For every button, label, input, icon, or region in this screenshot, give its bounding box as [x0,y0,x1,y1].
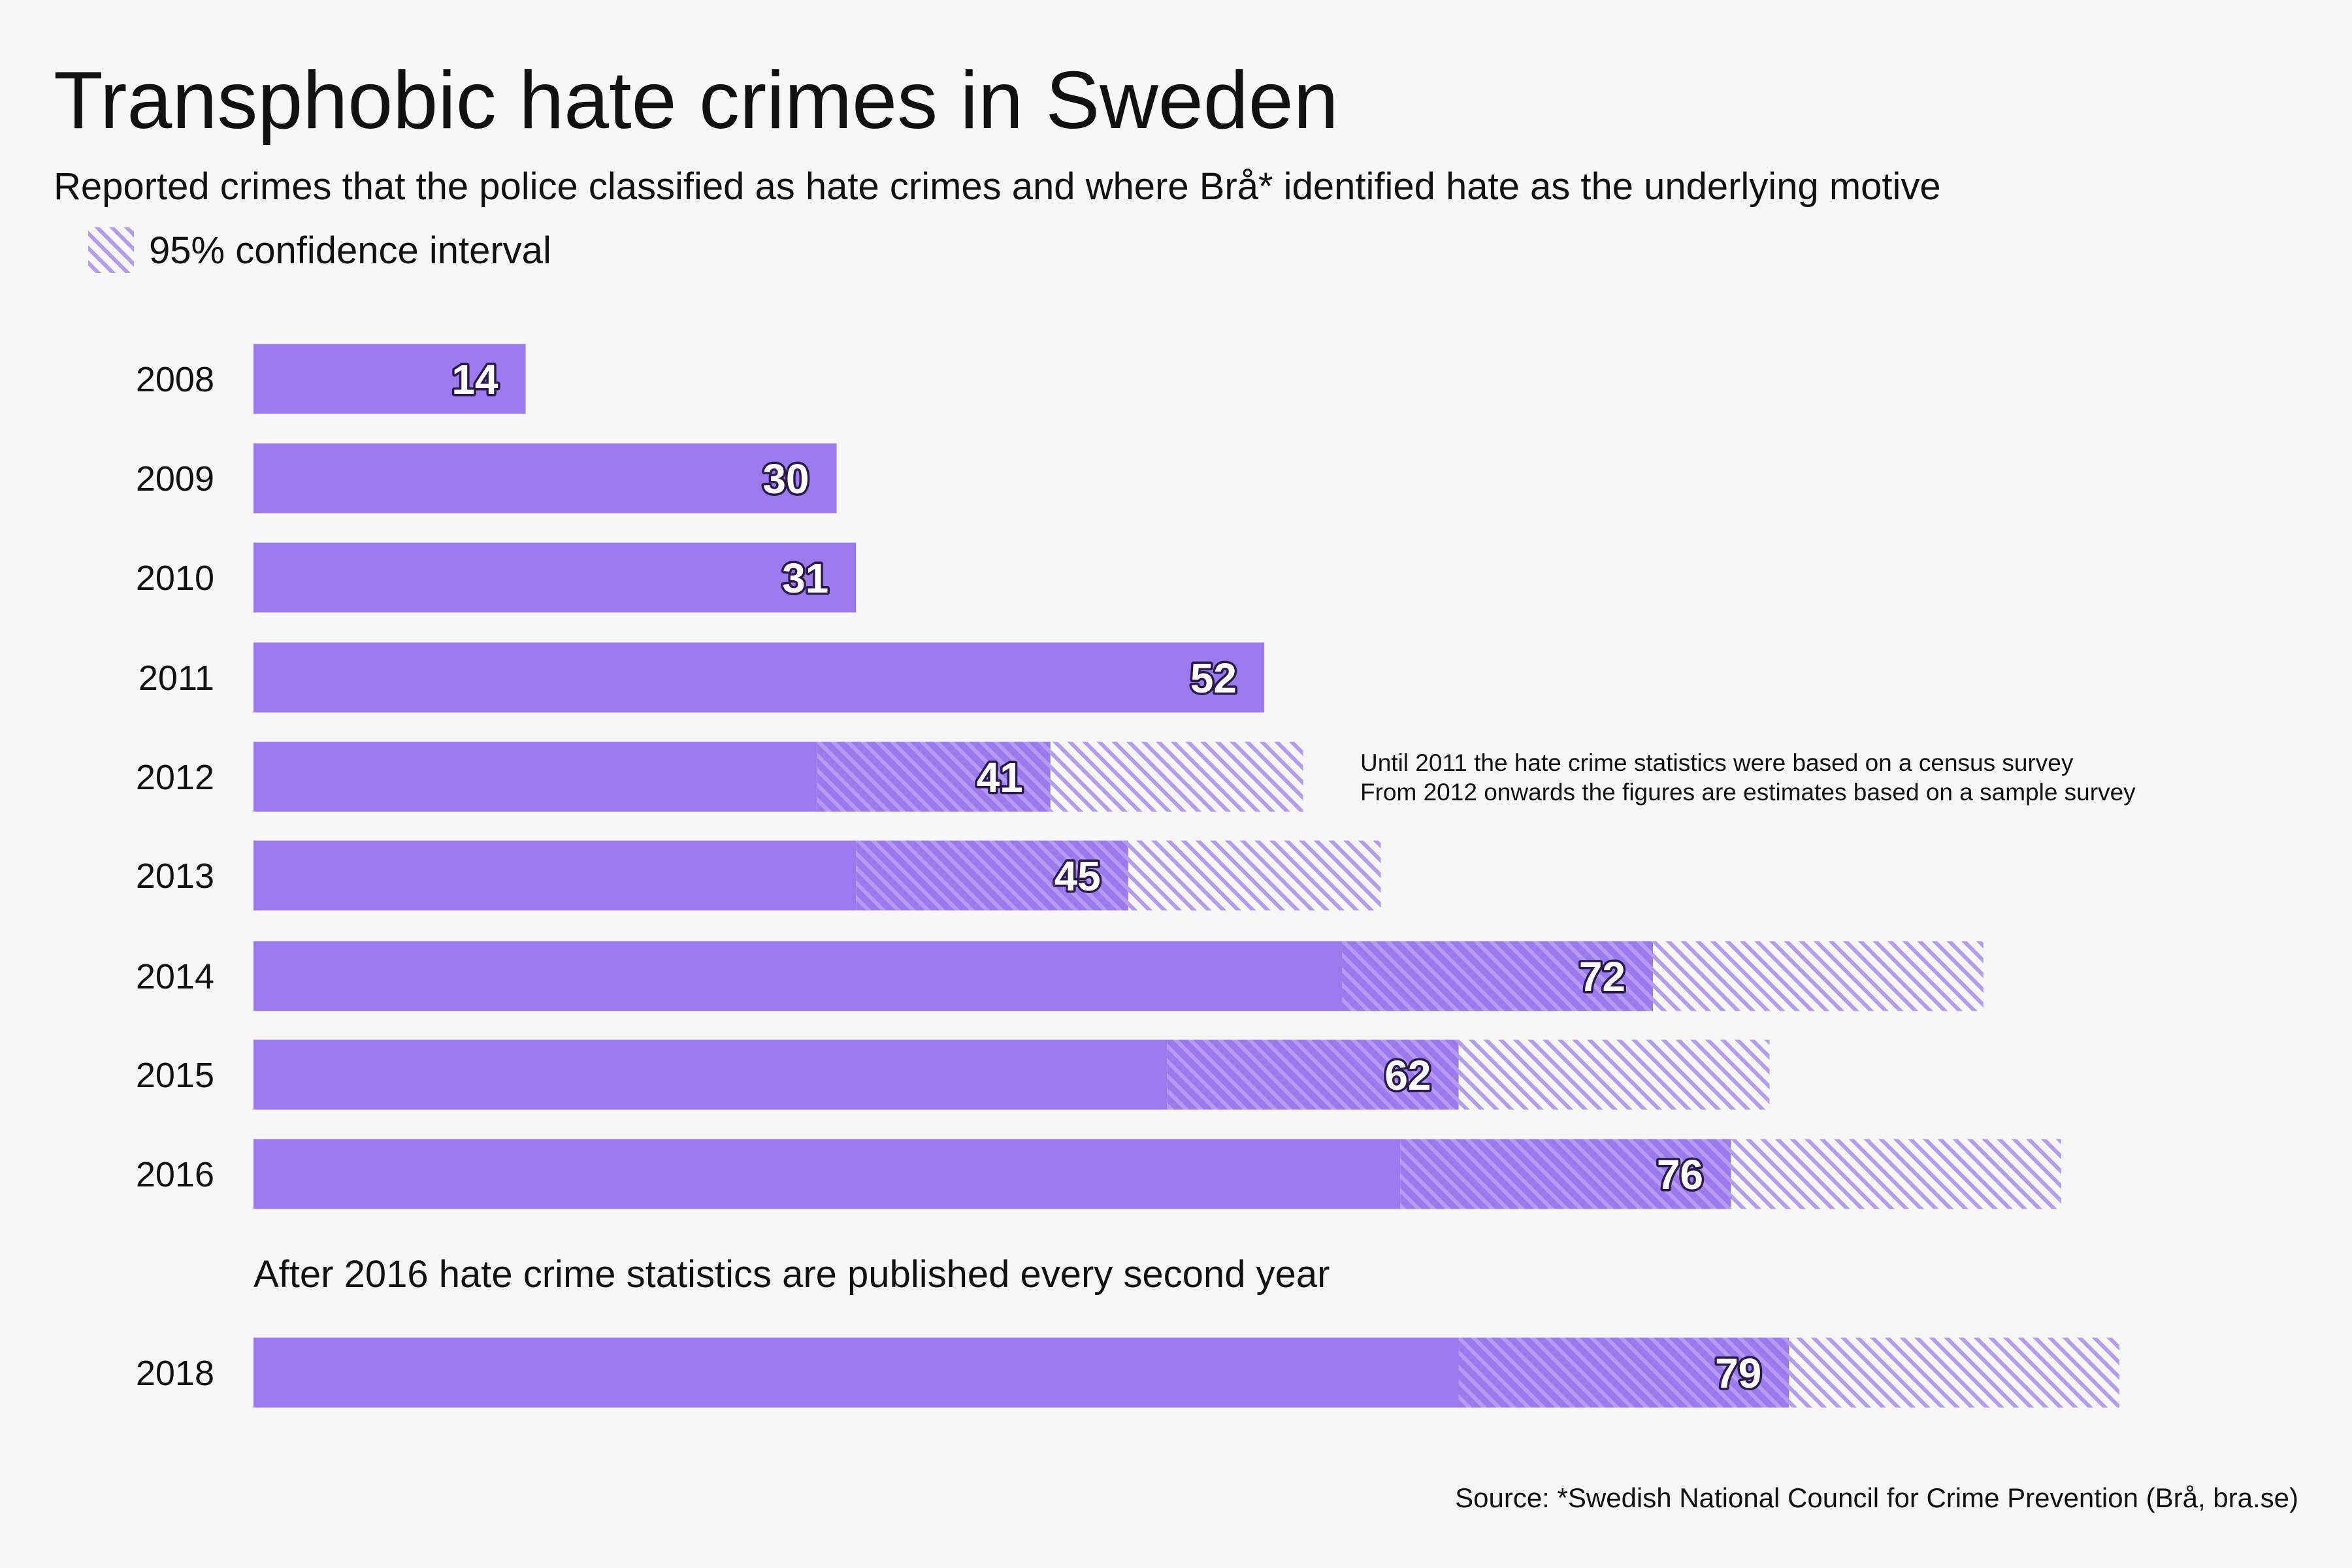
bar-2009 [253,443,837,514]
bar-row-2009: 2009 30 [136,443,837,514]
bar-row-2016: 2016 76 [136,1139,2061,1209]
bar-row-2012: 2012 41 [136,742,1303,812]
survey-note-line1: Until 2011 the hate crime statistics wer… [1360,749,2074,776]
legend-label: 95% confidence interval [149,229,551,272]
bar-row-2015: 2015 62 [136,1039,1770,1110]
value-label-2015: 62 [1384,1052,1431,1099]
value-label-2008: 14 [451,356,498,403]
ci-lower-band-2016 [1400,1139,1731,1209]
gap-note: After 2016 hate crime statistics are pub… [253,1253,1330,1296]
ci-lower-band-2013 [856,840,1128,911]
value-label-2018: 79 [1715,1350,1761,1397]
bar-2013 [253,840,857,911]
bar-2010 [253,542,857,613]
bar-2015 [253,1039,1168,1110]
ci-upper-band-2016 [1731,1139,2061,1209]
year-label-2011: 2011 [139,659,214,698]
chart-title: Transphobic hate crimes in Sweden [54,56,1339,146]
bar-2016 [253,1139,1401,1209]
ci-lower-band-2018 [1458,1337,1789,1408]
year-label-2014: 2014 [136,957,214,996]
ci-upper-band-2015 [1458,1039,1770,1110]
value-label-2011: 52 [1190,655,1237,702]
value-label-2010: 31 [782,555,828,602]
bars-group: 2008 14 2009 30 2010 31 2011 52 2012 41 2013 45 2014… [136,344,2119,1408]
bar-2011 [253,642,1264,713]
bar-row-2018: 2018 79 [136,1337,2119,1408]
year-label-2015: 2015 [136,1056,214,1095]
bar-row-2010: 2010 31 [136,542,857,613]
legend-hatch-swatch [88,227,134,273]
year-label-2018: 2018 [136,1354,214,1393]
value-label-2014: 72 [1579,953,1625,1000]
bar-2014 [253,941,1342,1011]
year-label-2012: 2012 [136,758,214,797]
value-label-2016: 76 [1657,1151,1703,1198]
ci-upper-band-2012 [1050,742,1303,812]
source-note: Source: *Swedish National Council for Cr… [1455,1482,2298,1513]
year-label-2010: 2010 [136,559,214,598]
bar-row-2011: 2011 52 [139,642,1264,713]
year-label-2009: 2009 [136,459,214,498]
year-label-2008: 2008 [136,360,214,399]
value-label-2012: 41 [977,754,1023,801]
ci-upper-band-2018 [1789,1337,2119,1408]
bar-row-2008: 2008 14 [136,344,526,414]
year-label-2016: 2016 [136,1155,214,1194]
ci-upper-band-2014 [1653,941,1984,1011]
bar-row-2013: 2013 45 [136,840,1381,911]
legend: 95% confidence interval [88,227,551,273]
bar-row-2014: 2014 72 [136,941,1984,1011]
ci-lower-band-2012 [817,742,1051,812]
chart-subtitle: Reported crimes that the police classifi… [54,165,1941,208]
year-label-2013: 2013 [136,857,214,896]
survey-note: Until 2011 the hate crime statistics wer… [1360,749,2136,806]
bar-2008 [253,344,526,414]
value-label-2013: 45 [1054,853,1101,900]
ci-upper-band-2013 [1128,840,1381,911]
ci-lower-band-2015 [1167,1039,1459,1110]
bar-2012 [253,742,817,812]
survey-note-line2: From 2012 onwards the figures are estima… [1360,779,2136,806]
bar-2018 [253,1337,1459,1408]
ci-lower-band-2014 [1342,941,1653,1011]
value-label-2009: 30 [762,455,809,502]
